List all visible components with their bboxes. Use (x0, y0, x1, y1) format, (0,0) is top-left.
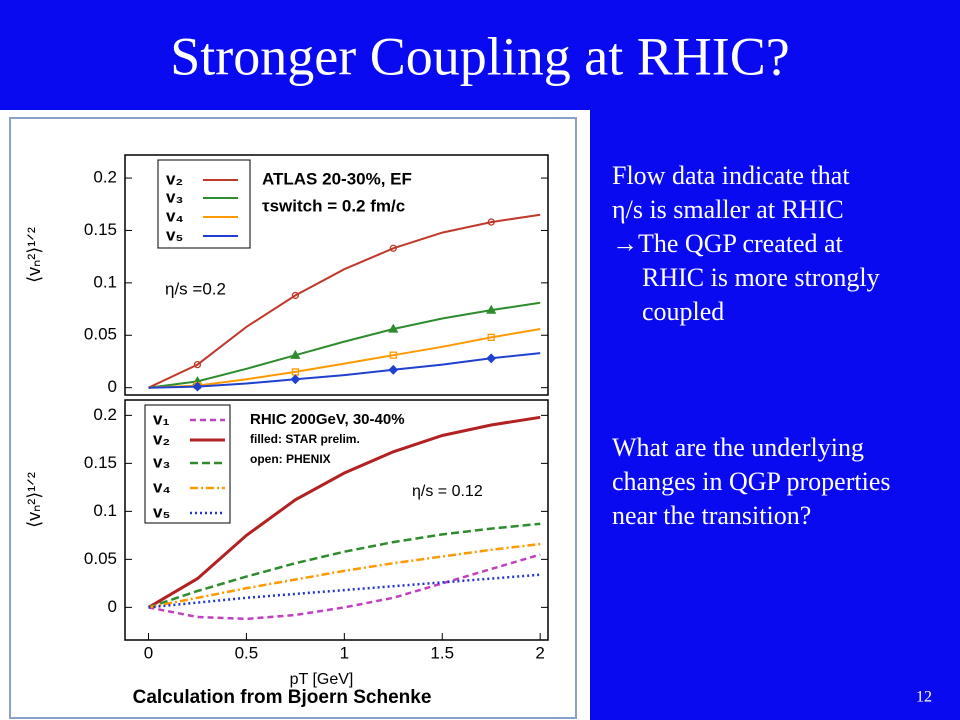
legend-label: v₃ (166, 187, 183, 206)
y-tick-label: 0 (108, 597, 117, 616)
y-tick-label: 0.2 (93, 168, 117, 187)
annotation: τswitch = 0.2 fm/c (262, 196, 405, 215)
series-line (148, 522, 541, 609)
y-axis-label: ⟨vₙ²⟩¹ᐟ² (24, 227, 44, 283)
marker (192, 381, 203, 392)
text-line: →The QGP created at (612, 229, 844, 258)
legend-label: v₅ (166, 225, 183, 244)
marker (487, 218, 495, 226)
text-block: Flow data indicate that η/s is smaller at… (612, 161, 890, 530)
figure-panel (0, 110, 590, 720)
y-tick-label: 0.15 (84, 453, 117, 472)
x-axis-label: pT [GeV] (290, 671, 354, 688)
y-axis-label: ⟨vₙ²⟩¹ᐟ² (24, 472, 44, 528)
text-line: RHIC is more strongly (642, 263, 880, 292)
series-line (148, 542, 541, 609)
legend-label: v₃ (153, 452, 170, 471)
marker (389, 351, 397, 359)
text-line: coupled (642, 297, 724, 326)
annotation: η/s = 0.12 (412, 483, 483, 500)
y-tick-label: 0.05 (84, 549, 117, 568)
marker (486, 353, 497, 364)
y-tick-label: 0.15 (84, 220, 117, 239)
y-tick-label: 0.1 (93, 272, 117, 291)
text-line: Flow data indicate that (612, 161, 850, 190)
legend-label: v₂ (153, 429, 170, 448)
y-tick-label: 0 (108, 377, 117, 396)
annotation: RHIC 200GeV, 30-40% (250, 411, 405, 428)
marker (193, 360, 202, 369)
figure-caption: Calculation from Bjoern Schenke (133, 687, 432, 708)
text-line: near the transition? (612, 501, 811, 530)
legend-label: v₄ (166, 206, 184, 225)
series-line (148, 352, 541, 389)
marker (291, 291, 300, 300)
y-tick-label: 0.2 (93, 405, 117, 424)
marker (487, 333, 495, 342)
x-tick-label: 1 (340, 643, 349, 662)
marker (388, 323, 399, 333)
y-tick-label: 0.1 (93, 501, 117, 520)
x-tick-label: 2 (535, 643, 544, 662)
plot-frame (124, 154, 549, 396)
legend-label: v₂ (166, 169, 183, 188)
series-line (147, 415, 541, 609)
x-tick-label: 0.5 (235, 643, 259, 662)
y-tick-label: 0.05 (84, 325, 117, 344)
plot-frame (124, 399, 549, 641)
x-tick-label: 0 (144, 643, 153, 662)
annotation: ATLAS 20-30%, EF (262, 169, 412, 188)
marker (290, 374, 301, 385)
annotation: open: PHENIX (250, 452, 331, 466)
series-line (148, 328, 541, 389)
text-line: What are the underlying (612, 433, 864, 462)
marker (290, 349, 301, 359)
legend-label: v₁ (153, 409, 170, 428)
text-line: η/s is smaller at RHIC (612, 195, 844, 224)
series-line (148, 573, 541, 609)
text-line: changes in QGP properties (612, 467, 890, 496)
series-line (148, 553, 541, 621)
legend-box (157, 159, 251, 249)
annotation: filled: STAR prelim. (250, 432, 360, 446)
annotation: η/s =0.2 (165, 279, 226, 298)
series-line (148, 301, 541, 389)
slide-title: Stronger Coupling at RHIC? (170, 26, 789, 86)
marker (486, 304, 497, 314)
page-number: 12 (916, 689, 932, 706)
legend-label: v₄ (153, 477, 171, 496)
figure-border (9, 117, 577, 719)
legend-label: v₅ (153, 502, 170, 521)
x-tick-label: 1.5 (430, 643, 454, 662)
marker (389, 244, 397, 252)
marker (388, 364, 399, 375)
series-line (148, 213, 541, 389)
